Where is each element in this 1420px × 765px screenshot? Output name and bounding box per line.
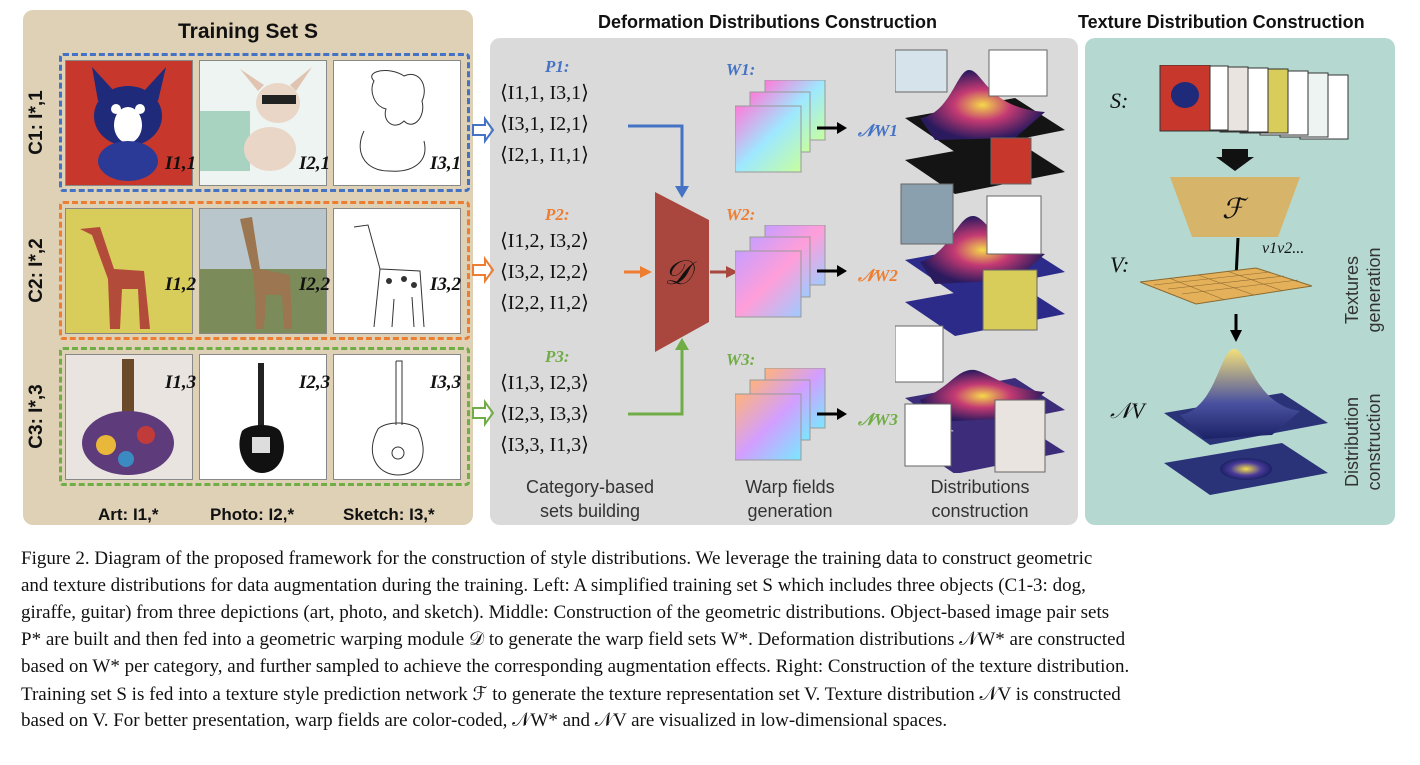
image-label: I3,2: [430, 274, 462, 295]
image-label: I2,3: [299, 372, 331, 393]
pair-set-p1: ⟨I1,1, I3,1⟩ ⟨I3,1, I2,1⟩ ⟨I2,1, I1,1⟩: [500, 78, 589, 171]
photo-image-dog: [199, 60, 327, 186]
sample-image-giraffe-photo: [900, 183, 954, 245]
photo-label: Photo: I2,*: [210, 505, 295, 524]
sample-image-dog-sketch: [988, 49, 1048, 97]
sample-image-guitar-art: [994, 399, 1046, 473]
warping-module-diagram: [624, 124, 738, 416]
training-set-title: Training Set S: [177, 20, 319, 43]
texture-representation-grid: [1140, 238, 1313, 342]
sample-image-guitar-sketch: [895, 325, 944, 383]
photo-image-giraffe: [199, 208, 327, 334]
dist-label-w2: 𝒩W2: [858, 266, 898, 285]
module-d-label: 𝒟: [664, 255, 692, 292]
row-label-c3: C3: I*,3: [26, 384, 47, 449]
texture-network-f: [1170, 149, 1300, 237]
caption-line: P* are built and then fed into a geometr…: [21, 629, 1126, 650]
warp-label-w3: W3:: [726, 350, 756, 369]
image-label: I1,1: [165, 153, 197, 174]
pair: ⟨I2,1, I1,1⟩: [500, 144, 589, 166]
art-label: Art: I1,*: [98, 505, 159, 524]
pair: ⟨I3,1, I2,1⟩: [500, 113, 589, 135]
warp-fields-w3: [735, 368, 847, 461]
texture-s-label: S:: [1110, 88, 1129, 113]
stage-label-sets: Category-based sets building: [525, 477, 655, 521]
row-label-c2: C2: I*,2: [26, 238, 47, 303]
pair-set-p3: ⟨I1,3, I2,3⟩ ⟨I2,3, I3,3⟩ ⟨I3,3, I1,3⟩: [500, 368, 589, 461]
stage-label-warp: Warp fields generation: [745, 477, 835, 521]
photo-image-guitar: [199, 354, 327, 480]
row-label-c1: C1: I*,1: [26, 90, 47, 155]
sketch-image-guitar: [333, 354, 461, 480]
sample-image-dog-art: [990, 137, 1032, 185]
sample-image-dog-photo: [895, 49, 948, 93]
image-label: I3,3: [430, 372, 462, 393]
warp-label-w1: W1:: [726, 60, 756, 79]
sample-image-giraffe-art: [982, 269, 1038, 331]
training-set-panel: Training Set S C1: I*,1 I1,1: [23, 10, 473, 525]
input-arrows: [472, 115, 495, 428]
texture-points-label: v1v2...: [1262, 240, 1305, 257]
texture-v-label: V:: [1110, 252, 1130, 277]
art-image-giraffe: [65, 208, 193, 334]
caption-line: based on V. For better presentation, war…: [21, 710, 948, 731]
pair: ⟨I1,2, I3,2⟩: [500, 230, 589, 252]
warping-module-d: [655, 192, 709, 352]
warp-fields-w2: [735, 225, 847, 318]
sketch-image-dog: [333, 60, 461, 186]
art-image-guitar: [65, 354, 193, 480]
texture-header: Texture Distribution Construction: [1078, 12, 1365, 32]
sketch-image-giraffe: [333, 208, 461, 334]
deformation-header: Deformation Distributions Construction: [598, 12, 937, 32]
image-label: I3,1: [430, 153, 462, 174]
image-label: I2,2: [299, 274, 331, 295]
pair: ⟨I3,3, I1,3⟩: [500, 434, 589, 456]
category-row-c3: C3: I*,3 I1,3 I2,3 I3,3: [26, 347, 470, 486]
caption-line: and texture distributions for data augme…: [21, 575, 1086, 596]
warp-fields-w1: [735, 80, 847, 173]
category-row-c2: C2: I*,2 I1,2 I2,2 I3,2: [26, 201, 470, 340]
sample-image-guitar-photo: [904, 403, 952, 467]
pair: ⟨I2,2, I1,2⟩: [500, 292, 589, 314]
warp-label-w2: W2:: [726, 205, 756, 224]
pair: ⟨I1,3, I2,3⟩: [500, 372, 589, 394]
category-row-c1: C1: I*,1 I1,1 I2,1: [26, 53, 470, 192]
set-label-p2: P2:: [545, 205, 570, 224]
pair-set-p2: ⟨I1,2, I3,2⟩ ⟨I3,2, I2,2⟩ ⟨I2,2, I1,2⟩: [500, 226, 589, 319]
caption-line: Figure 2. Diagram of the proposed framew…: [21, 548, 1093, 569]
image-label: I2,1: [299, 153, 331, 174]
art-image-dog: [65, 60, 193, 186]
sample-image-giraffe-sketch: [986, 195, 1042, 255]
caption-line: Training set S is fed into a texture sty…: [21, 684, 1121, 705]
deformation-distribution-plots: [895, 49, 1065, 473]
training-image-stack: [1159, 65, 1349, 140]
image-label: I1,3: [165, 372, 197, 393]
caption-line: giraffe, guitar) from three depictions (…: [21, 602, 1110, 623]
caption-line: based on W* per category, and further sa…: [21, 656, 1130, 677]
network-f-label: ℱ: [1222, 194, 1245, 225]
texture-n-label: 𝒩V: [1110, 398, 1145, 423]
textures-generation-label: Textures generation: [1342, 247, 1384, 333]
texture-distribution-plot: [1164, 349, 1328, 495]
stage-label-dist: Distributions construction: [930, 477, 1030, 521]
dist-label-w3: 𝒩W3: [858, 410, 898, 429]
image-label: I1,2: [165, 274, 197, 295]
sketch-label: Sketch: I3,*: [343, 505, 435, 524]
pair: ⟨I3,2, I2,2⟩: [500, 261, 589, 283]
set-label-p3: P3:: [545, 347, 570, 366]
pair: ⟨I1,1, I3,1⟩: [500, 82, 589, 104]
dist-label-w1: 𝒩W1: [858, 121, 898, 140]
distribution-construction-label: Distribution construction: [1342, 393, 1384, 491]
pair: ⟨I2,3, I3,3⟩: [500, 403, 589, 425]
set-label-p1: P1:: [545, 57, 570, 76]
